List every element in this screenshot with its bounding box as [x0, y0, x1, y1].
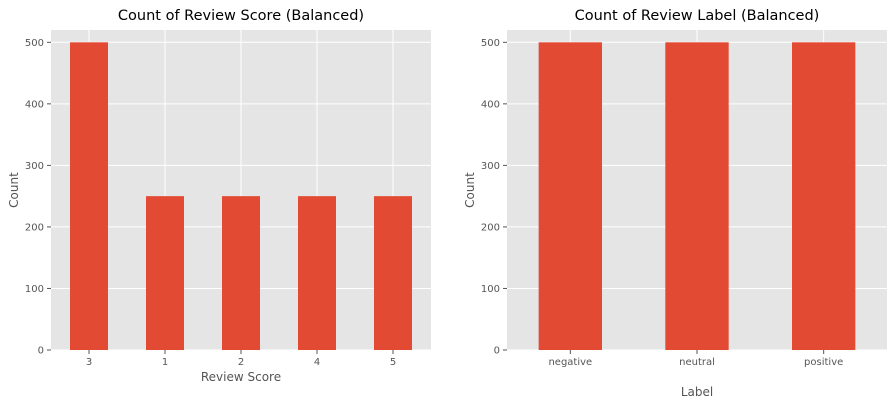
y-tick-label: 100 — [481, 284, 500, 295]
review-score-bar-3 — [70, 42, 108, 351]
review-score-bar-4 — [298, 196, 336, 350]
y-tick-label: 400 — [25, 99, 44, 110]
review-label-chart: negative neutral positive 0 100 200 300 400 500… — [463, 8, 887, 399]
review-label-y-axis-label: Count — [463, 172, 477, 208]
review-score-x-ticks: 3 1 2 4 5 — [86, 350, 396, 368]
review-label-bars — [538, 42, 856, 351]
review-score-chart-title: Count of Review Score (Balanced) — [118, 8, 364, 24]
review-label-y-ticks: 0 100 200 300 400 500 — [481, 38, 507, 357]
review-score-bars — [70, 42, 412, 351]
y-tick-label: 300 — [25, 161, 44, 172]
x-tick-label: 5 — [390, 357, 396, 368]
x-tick-label: negative — [548, 357, 592, 368]
y-tick-label: 200 — [481, 222, 500, 233]
y-tick-label: 200 — [25, 222, 44, 233]
y-tick-label: 100 — [25, 284, 44, 295]
y-tick-label: 0 — [38, 346, 44, 357]
x-tick-label: neutral — [679, 357, 715, 368]
x-tick-label: positive — [804, 357, 843, 368]
review-label-bar-negative — [538, 42, 602, 351]
review-label-bar-positive — [792, 42, 856, 351]
review-score-x-axis-label: Review Score — [201, 370, 281, 384]
x-tick-label: 1 — [162, 357, 168, 368]
x-tick-label: 2 — [238, 357, 244, 368]
review-score-y-axis-label: Count — [7, 172, 21, 208]
review-label-chart-title: Count of Review Label (Balanced) — [575, 8, 820, 24]
review-label-x-axis-label: Label — [681, 385, 713, 399]
review-label-x-ticks: negative neutral positive — [548, 350, 843, 368]
y-tick-label: 300 — [481, 161, 500, 172]
y-tick-label: 0 — [494, 346, 500, 357]
y-tick-label: 500 — [25, 38, 44, 49]
y-tick-label: 500 — [481, 38, 500, 49]
review-score-y-ticks: 0 100 200 300 400 500 — [25, 38, 51, 357]
y-tick-label: 400 — [481, 99, 500, 110]
review-score-bar-5 — [374, 196, 412, 350]
x-tick-label: 4 — [314, 357, 320, 368]
review-score-chart: 3 1 2 4 5 0 100 200 300 400 500 Count of Review S… — [7, 8, 431, 384]
x-tick-label: 3 — [86, 357, 92, 368]
review-score-bar-1 — [146, 196, 184, 350]
review-score-bar-2 — [222, 196, 260, 350]
review-label-bar-neutral — [665, 42, 729, 351]
